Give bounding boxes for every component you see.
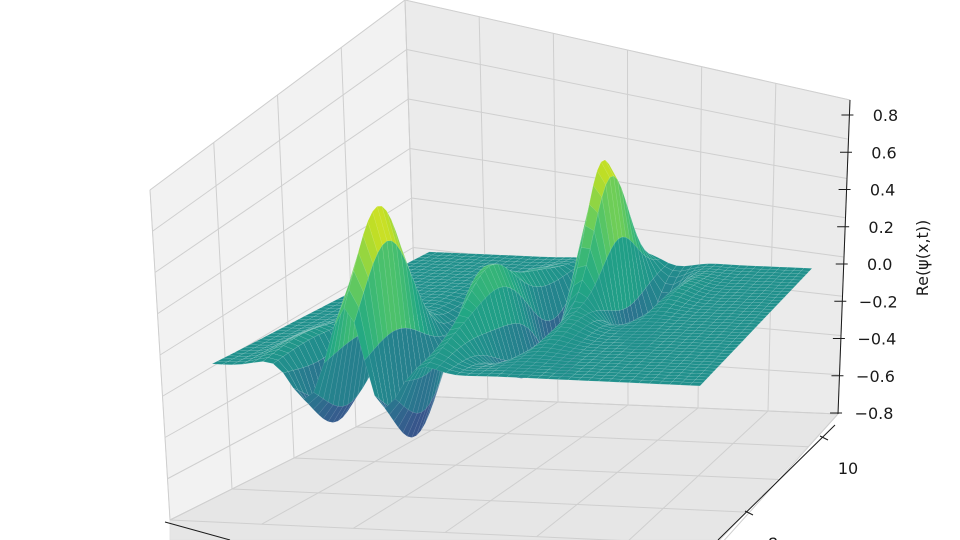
grid-line	[231, 488, 750, 513]
z-tick-label: −0.2	[859, 292, 898, 311]
surface-patch	[777, 291, 791, 295]
surface-patch	[692, 379, 707, 384]
grid-line	[404, 0, 851, 101]
grid-line	[293, 457, 780, 480]
surface-patch	[689, 382, 704, 387]
grid-line	[152, 49, 407, 232]
z-tick-label: 0.8	[873, 106, 898, 125]
grid-line	[409, 148, 846, 219]
surface-patch	[792, 276, 805, 281]
z-tick-label: 0.2	[868, 218, 893, 237]
z-tick-label: 0.6	[871, 143, 896, 162]
surface-patch	[789, 279, 802, 284]
grid-line	[157, 148, 411, 315]
grid-line	[149, 0, 406, 191]
grid-line	[406, 49, 849, 140]
y-tick-mark	[819, 435, 829, 441]
z-tick-label: 0.4	[870, 181, 895, 200]
surface-patch	[766, 303, 779, 307]
grid-line	[355, 426, 809, 448]
surface-patch	[723, 347, 737, 351]
z-tick-label: 0.0	[867, 255, 892, 274]
y-tick-label: 8	[768, 534, 778, 540]
z-axis-label: Re(ψ(x,t))	[913, 220, 932, 297]
surface-patch	[703, 367, 718, 372]
surface-mesh	[211, 159, 813, 438]
y-axis: 10 8	[164, 424, 858, 540]
surface-patch	[752, 317, 765, 322]
grid-line	[408, 98, 848, 179]
z-axis: 0.8 0.6 0.4 0.2 0.0 −0.2 −0.4 −0.6 −0.8	[830, 99, 898, 423]
y-tick-mark	[744, 510, 754, 516]
y-axis-line	[717, 424, 836, 540]
grid-line	[154, 98, 409, 273]
y-tick-label: 10	[838, 459, 858, 478]
z-tick-label: −0.6	[856, 367, 895, 386]
z-tick-label: −0.8	[855, 404, 894, 423]
grid-line	[417, 395, 839, 415]
z-tick-label: −0.4	[857, 330, 896, 349]
surface-patch	[737, 332, 751, 337]
surface-patch	[726, 344, 740, 348]
grid-line	[169, 519, 622, 540]
surface-patch	[715, 355, 729, 360]
surface-patch	[769, 300, 782, 304]
x-axis-line	[164, 521, 231, 540]
